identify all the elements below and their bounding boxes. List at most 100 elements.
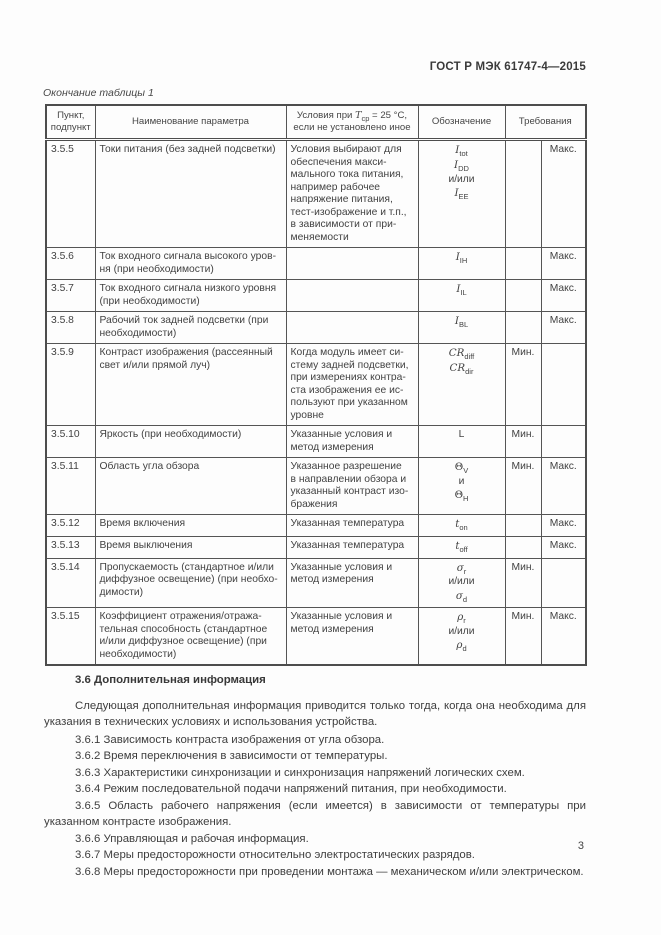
designation-symbol: IBL [454,315,469,330]
cell-item: 3.5.15 [45,607,96,666]
cell-designation: ΘV и ΘH [417,457,506,516]
cell-requirement-min [504,311,542,345]
cell-name: Коэффициент отражения/отража- тельная сп… [94,607,287,666]
designation-symbol: и/или [448,625,475,637]
table-row: 3.5.6 Ток входного сигнала высокого уров-… [45,247,587,281]
cell-requirement-max: Макс. [540,457,587,516]
cell-requirement-min: Мин. [504,343,542,427]
section-item: 3.6.4 Режим последовательной подачи напр… [75,783,507,795]
col-header-conditions: Условия при Tср = 25 °C, если не установл… [285,104,419,142]
cell-item: 3.5.12 [45,514,96,537]
table-header-row: Пункт, подпункт Наименование параметра У… [45,104,587,142]
cell-name: Контраст изображения (рассеянный свет и/… [94,343,287,427]
table-row: 3.5.5 Токи питания (без задней подсветки)… [45,139,587,249]
cell-item: 3.5.6 [45,247,96,281]
cell-name: Яркость (при необходимости) [94,425,287,459]
temperature-symbol: T [355,110,362,121]
designation-symbol: toff [455,539,468,554]
designation-symbol: L [458,429,465,441]
cell-designation: IBL [417,311,506,345]
cell-designation: CRdiff CRdir [417,343,506,427]
cell-name: Рабочий ток задней подсветки (при необхо… [94,311,287,345]
designation-symbol: IIH [455,251,468,266]
designation-symbol: IIL [456,283,467,298]
cell-conditions: Указанное разрешение в направлении обзор… [285,457,419,516]
designation-symbol: ρr [457,611,466,626]
cell-item: 3.5.13 [45,535,96,559]
section-item: 3.6.2 Время переключения в зависимости о… [75,750,388,762]
cell-designation: ρr и/или ρd [417,607,506,666]
cell-item: 3.5.9 [45,343,96,427]
cell-item: 3.5.5 [45,139,96,249]
cell-conditions: Указанные условия и метод измерения [285,425,419,459]
designation-symbol: и [458,475,465,487]
cell-conditions: Указанные условия и метод измерения [285,557,419,609]
cell-requirement-max [540,343,587,427]
section-paragraph: Следующая дополнительная информация прив… [44,699,586,729]
section-item: 3.6.7 Меры предосторожности относительно… [75,849,475,861]
designation-symbol: ΘV [454,461,469,476]
cell-name: Время выключения [94,535,287,559]
col-header-requirements: Требования [504,104,587,142]
cell-item: 3.5.8 [45,311,96,345]
cell-conditions: Указанная температура [285,514,419,537]
cell-item: 3.5.7 [45,279,96,313]
designation-symbol: IEE [454,187,469,202]
designation-symbol: ρd [456,639,467,654]
cell-item: 3.5.11 [45,457,96,516]
cell-requirement-min [504,247,542,281]
cond-header-post: = 25 °C, [369,110,408,121]
cell-requirement-min [504,139,542,249]
cell-requirement-min [504,279,542,313]
cell-conditions [285,279,419,313]
designation-symbol: Itot [455,144,468,159]
designation-symbol: CRdiff [448,347,475,362]
cell-conditions: Условия выбирают для обеспечения макси- … [285,139,419,249]
table-row: 3.5.10 Яркость (при необходимости) Указанн… [45,425,587,459]
cell-requirement-min: Мин. [504,425,542,459]
cell-conditions [285,247,419,281]
table-row: 3.5.12 Время включения Указанная температу… [45,514,587,537]
cell-requirement-max: Макс. [540,607,587,666]
col-header-item: Пункт, подпункт [45,104,96,142]
cell-requirement-max: Макс. [540,247,587,281]
designation-symbol: CRdir [449,361,474,376]
table-row: 3.5.8 Рабочий ток задней подсветки (при н… [45,311,587,345]
cell-conditions: Указанная температура [285,535,419,559]
cell-item: 3.5.10 [45,425,96,459]
cell-conditions: Когда модуль имеет си- стему задней подс… [285,343,419,427]
designation-symbol: IDD [454,158,469,173]
cell-designation: L [417,425,506,459]
cell-name: Ток входного сигнала высокого уров- ня (… [94,247,287,281]
cell-requirement-min [504,535,542,559]
cell-designation: ton [417,514,506,537]
page-number: 3 [577,840,584,852]
designation-symbol: σd [455,589,468,604]
table-caption: Окончание таблицы 1 [43,87,154,99]
cell-requirement-min: Мин. [504,557,542,609]
parameters-table: Пункт, подпункт Наименование параметра У… [45,104,587,667]
cell-name: Пропускаемость (стандартное и/или диффуз… [94,557,287,609]
table-row: 3.5.7 Ток входного сигнала низкого уровня… [45,279,587,313]
cell-requirement-max: Макс. [540,279,587,313]
cell-requirement-max [540,557,587,609]
table-row: 3.5.13 Время выключения Указанная температ… [45,535,587,559]
cell-designation: IIL [417,279,506,313]
col-header-name: Наименование параметра [94,104,287,142]
section-item: 3.6.1 Зависимость контраста изображения … [75,733,385,746]
cond-header-line2: если не установлено иное [293,122,411,134]
table-row: 3.5.9 Контраст изображения (рассеянный св… [45,343,587,427]
table-row: 3.5.15 Коэффициент отражения/отража- тель… [45,607,587,666]
cell-name: Время включения [94,514,287,537]
cell-name: Токи питания (без задней подсветки) [94,139,287,249]
cell-requirement-min [504,514,542,537]
section-item: 3.6.6 Управляющая и рабочая информация. [75,832,309,845]
cell-requirement-max [540,425,587,459]
section-item: 3.6.3 Характеристики синхронизации и син… [75,766,525,779]
section-item: 3.6.5 Область рабочего напряжения (если … [44,799,586,829]
section-item: 3.6.8 Меры предосторожности при проведен… [75,865,584,878]
cell-name: Область угла обзора [94,457,287,516]
temperature-subscript: ср [361,113,370,123]
cell-requirement-max: Макс. [540,311,587,345]
cell-requirement-min: Мин. [504,457,542,516]
